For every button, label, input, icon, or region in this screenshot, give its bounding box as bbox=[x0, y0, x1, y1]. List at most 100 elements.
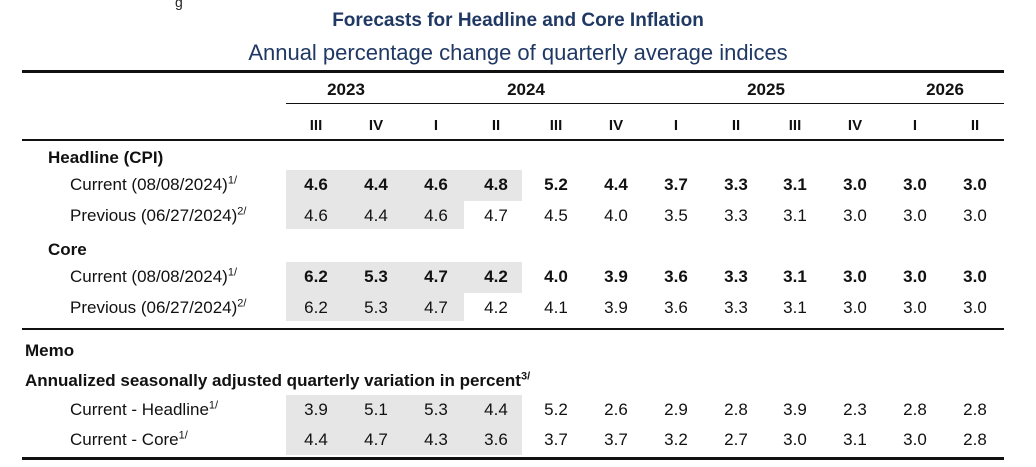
stray-mark: g bbox=[175, 0, 183, 10]
table-cell: 4.0 bbox=[544, 267, 568, 286]
table-cell: 3.5 bbox=[664, 206, 688, 225]
table-cell: 5.3 bbox=[364, 267, 388, 286]
table-cell: 3.0 bbox=[903, 267, 927, 286]
table-cell: 4.3 bbox=[424, 430, 448, 449]
table-title: Forecasts for Headline and Core Inflatio… bbox=[332, 10, 704, 31]
row-label: Previous (06/27/2024)2/ bbox=[70, 203, 246, 229]
table-cell: 4.7 bbox=[424, 267, 448, 286]
row-label-text: Current - Headline bbox=[70, 400, 209, 419]
section-core: Core bbox=[48, 240, 87, 259]
row-label: Current (08/08/2024)1/ bbox=[70, 264, 237, 290]
table-cell: 6.2 bbox=[304, 298, 328, 317]
table-cell: 4.2 bbox=[484, 298, 508, 317]
table-cell: 3.9 bbox=[604, 267, 628, 286]
table-cell: 3.3 bbox=[724, 267, 748, 286]
table-cell: 3.1 bbox=[783, 267, 807, 286]
table-cell: 3.0 bbox=[963, 267, 987, 286]
row-label-footnote: 1/ bbox=[227, 266, 238, 279]
table-cell: 4.6 bbox=[424, 175, 448, 194]
quarter-header: III bbox=[788, 117, 802, 134]
table-cell: 3.0 bbox=[903, 175, 927, 194]
table-cell: 3.0 bbox=[963, 175, 987, 194]
row-label: Current - Headline1/ bbox=[70, 397, 218, 423]
table-cell: 5.3 bbox=[424, 400, 448, 419]
table-cell: 5.1 bbox=[364, 400, 388, 419]
row-label-text: Current (08/08/2024) bbox=[70, 267, 228, 286]
row-label-footnote: 1/ bbox=[208, 399, 219, 412]
row-label: Current (08/08/2024)1/ bbox=[70, 172, 237, 198]
table-cell: 3.0 bbox=[843, 206, 867, 225]
table-cell: 3.6 bbox=[664, 298, 688, 317]
table-cell: 3.0 bbox=[963, 206, 987, 225]
quarter-header: IV bbox=[608, 117, 624, 134]
quarter-header: II bbox=[731, 117, 741, 134]
table-cell: 4.6 bbox=[304, 175, 328, 194]
table-cell: 2.8 bbox=[963, 400, 987, 419]
table-cell: 3.1 bbox=[783, 206, 807, 225]
quarter-header: I bbox=[673, 117, 679, 134]
row-label-footnote: 1/ bbox=[227, 174, 238, 187]
table-cell: 3.7 bbox=[604, 430, 628, 449]
table-cell: 3.0 bbox=[843, 298, 867, 317]
year-underline bbox=[286, 103, 1004, 104]
quarter-header: III bbox=[309, 117, 323, 134]
year-header: 2024 bbox=[507, 80, 545, 99]
table-cell: 5.2 bbox=[544, 400, 568, 419]
year-header: 2023 bbox=[327, 80, 365, 99]
table-cell: 3.0 bbox=[903, 206, 927, 225]
quarter-header: II bbox=[491, 117, 501, 134]
table-cell: 4.6 bbox=[304, 206, 328, 225]
section-memo-sub: Annualized seasonally adjusted quarterly… bbox=[25, 371, 530, 391]
table-cell: 4.4 bbox=[364, 175, 388, 194]
memo-sub-text: Annualized seasonally adjusted quarterly… bbox=[25, 371, 521, 390]
quarter-header: IV bbox=[368, 117, 384, 134]
table-cell: 4.7 bbox=[484, 206, 508, 225]
table-cell: 2.8 bbox=[963, 430, 987, 449]
table-cell: 4.2 bbox=[484, 267, 508, 286]
memo-sub-footnote: 3/ bbox=[520, 370, 531, 383]
quarter-header: I bbox=[433, 117, 439, 134]
table-cell: 3.0 bbox=[903, 430, 927, 449]
table-cell: 3.0 bbox=[783, 430, 807, 449]
table-cell: 3.7 bbox=[544, 430, 568, 449]
row-label: Previous (06/27/2024)2/ bbox=[70, 295, 246, 321]
quarter-header: II bbox=[970, 117, 980, 134]
year-header: 2026 bbox=[926, 80, 964, 99]
table-cell: 4.8 bbox=[484, 175, 508, 194]
row-label-text: Current (08/08/2024) bbox=[70, 175, 228, 194]
table-cell: 2.8 bbox=[903, 400, 927, 419]
table-cell: 2.9 bbox=[664, 400, 688, 419]
shade-core-previous bbox=[286, 293, 464, 321]
top-rule bbox=[22, 70, 1004, 73]
table-cell: 4.7 bbox=[364, 430, 388, 449]
table-cell: 4.4 bbox=[304, 430, 328, 449]
table-cell: 4.4 bbox=[604, 175, 628, 194]
quarter-header: IV bbox=[847, 117, 863, 134]
table-cell: 2.8 bbox=[724, 400, 748, 419]
row-label-text: Current - Core bbox=[70, 430, 179, 449]
table-cell: 2.3 bbox=[843, 400, 867, 419]
section-memo: Memo bbox=[25, 341, 75, 360]
row-label-text: Previous (06/27/2024) bbox=[70, 298, 238, 317]
table-cell: 4.4 bbox=[484, 400, 508, 419]
row-label-footnote: 2/ bbox=[237, 297, 247, 310]
table-cell: 3.0 bbox=[903, 298, 927, 317]
table-cell: 3.7 bbox=[664, 175, 688, 194]
header-rule bbox=[22, 139, 1004, 141]
table-cell: 4.4 bbox=[364, 206, 388, 225]
quarter-header: III bbox=[549, 117, 563, 134]
table-cell: 3.9 bbox=[304, 400, 328, 419]
shade-core-current bbox=[286, 262, 522, 293]
table-cell: 3.6 bbox=[484, 430, 508, 449]
table-cell: 3.3 bbox=[724, 175, 748, 194]
table-cell: 3.0 bbox=[843, 267, 867, 286]
table-cell: 6.2 bbox=[304, 267, 328, 286]
table-cell: 4.5 bbox=[544, 206, 568, 225]
shade-headline-current bbox=[286, 170, 522, 201]
table-cell: 3.1 bbox=[783, 298, 807, 317]
quarter-header: I bbox=[912, 117, 918, 134]
table-cell: 2.7 bbox=[724, 430, 748, 449]
table-cell: 3.3 bbox=[724, 298, 748, 317]
table-cell: 3.2 bbox=[664, 430, 688, 449]
shade-memo bbox=[286, 395, 522, 455]
